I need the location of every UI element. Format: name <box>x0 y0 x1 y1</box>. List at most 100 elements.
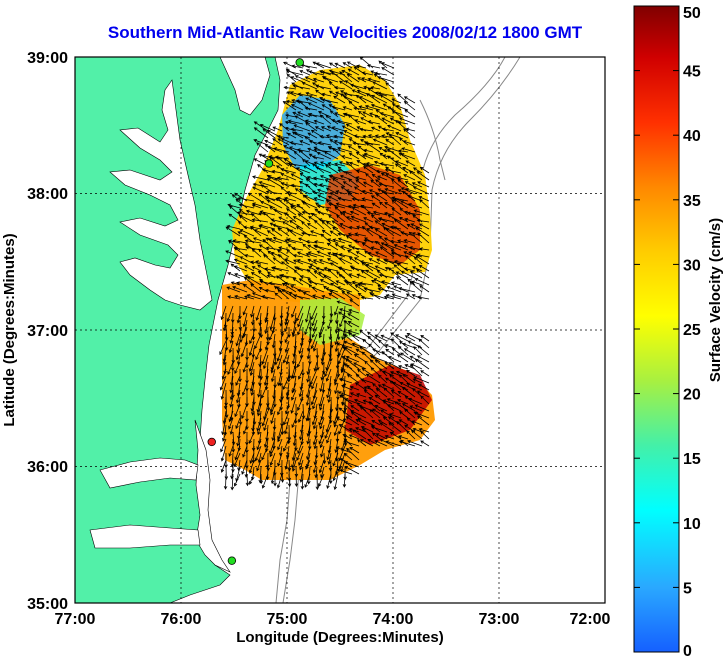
velocity-arrow <box>313 270 325 279</box>
velocity-arrow <box>260 382 269 399</box>
velocity-arrow <box>347 114 360 125</box>
velocity-arrow <box>342 181 353 188</box>
velocity-arrow <box>390 251 409 258</box>
velocity-arrow <box>292 84 311 90</box>
velocity-arrow <box>276 473 283 489</box>
velocity-arrow <box>220 382 227 400</box>
velocity-arrow <box>241 326 248 339</box>
x-axis-label: Longitude (Degrees:Minutes) <box>236 629 444 646</box>
velocity-arrow <box>344 334 353 342</box>
velocity-arrow <box>363 148 374 153</box>
velocity-arrow <box>271 169 283 174</box>
velocity-arrow <box>348 308 360 314</box>
velocity-arrow <box>311 375 318 390</box>
velocity-arrow <box>347 321 360 328</box>
velocity-arrow <box>342 210 353 216</box>
velocity-arrow <box>242 312 248 328</box>
velocity-arrow <box>342 62 353 69</box>
velocity-arrow <box>379 201 388 209</box>
velocity-patch-slow <box>282 95 345 170</box>
velocity-arrow <box>307 278 318 286</box>
velocity-arrow <box>405 127 416 132</box>
velocity-arrow <box>319 114 332 125</box>
velocity-arrow <box>277 403 283 416</box>
velocity-arrow <box>301 210 318 216</box>
velocity-arrow <box>367 439 381 447</box>
velocity-arrow <box>286 91 297 97</box>
velocity-arrow <box>338 80 353 90</box>
velocity-arrow <box>352 141 367 146</box>
velocity-arrow <box>344 171 360 181</box>
velocity-arrow <box>321 295 332 300</box>
velocity-arrow <box>297 213 311 223</box>
velocity-arrow <box>277 452 283 467</box>
velocity-arrow <box>334 112 346 118</box>
velocity-arrow <box>278 216 290 223</box>
velocity-arrow <box>383 387 395 398</box>
velocity-arrow <box>321 229 332 237</box>
velocity-arrow <box>377 287 395 293</box>
velocity-arrow <box>290 127 304 132</box>
velocity-arrow <box>258 181 276 188</box>
velocity-arrow <box>325 164 339 174</box>
velocity-arrow <box>306 368 311 383</box>
velocity-arrow <box>235 333 241 347</box>
velocity-arrow <box>332 178 346 188</box>
velocity-arrow <box>395 370 409 377</box>
velocity-arrow <box>334 62 346 69</box>
velocity-arrow <box>374 91 388 97</box>
velocity-arrow <box>349 210 360 216</box>
velocity-arrow <box>329 139 339 146</box>
velocity-arrow <box>305 305 311 323</box>
velocity-arrow <box>334 340 339 353</box>
velocity-arrow <box>269 156 283 167</box>
x-tick-label: 75:00 <box>267 611 308 628</box>
velocity-arrow <box>374 114 388 125</box>
grid-lines <box>75 57 605 603</box>
velocity-arrow <box>326 242 339 251</box>
velocity-arrow <box>378 339 388 349</box>
velocity-arrow <box>389 431 402 440</box>
velocity-arrow <box>353 353 367 363</box>
velocity-arrow <box>398 440 416 447</box>
velocity-arrow <box>244 239 262 244</box>
velocity-arrow <box>385 293 402 300</box>
velocity-arrow <box>276 176 290 181</box>
velocity-arrow <box>368 225 381 230</box>
velocity-arrow <box>367 120 381 125</box>
velocity-arrow <box>294 188 304 195</box>
x-tick-label: 74:00 <box>373 611 414 628</box>
velocity-arrow <box>328 215 339 223</box>
velocity-arrow <box>238 368 242 383</box>
velocity-arrow <box>220 445 227 462</box>
velocity-arrow <box>283 438 290 452</box>
velocity-arrow <box>250 272 262 279</box>
velocity-arrow <box>335 91 346 97</box>
velocity-arrow <box>391 208 402 216</box>
velocity-arrow <box>384 202 395 209</box>
velocity-arrow <box>265 246 283 251</box>
velocity-arrow <box>348 273 360 279</box>
velocity-arrow <box>397 179 409 188</box>
velocity-arrow <box>285 389 290 401</box>
velocity-arrow <box>318 389 325 408</box>
velocity-arrow <box>242 284 255 293</box>
velocity-arrow <box>386 148 402 160</box>
velocity-arrow <box>258 248 269 258</box>
velocity-arrow <box>413 376 430 384</box>
velocity-arrow <box>332 452 339 467</box>
velocity-arrow <box>338 257 353 265</box>
velocity-arrow <box>255 305 262 321</box>
velocity-arrow <box>315 89 325 97</box>
velocity-arrow <box>261 473 269 489</box>
velocity-arrow <box>341 326 346 341</box>
pamlico-river <box>89 524 201 549</box>
velocity-arrow <box>337 391 353 398</box>
velocity-arrow <box>355 373 367 384</box>
velocity-arrow <box>362 111 374 118</box>
velocity-arrow <box>389 380 402 391</box>
velocity-arrow <box>405 293 416 300</box>
velocity-arrow <box>379 422 395 433</box>
velocity-arrow <box>325 199 339 209</box>
velocity-arrow <box>381 67 395 76</box>
